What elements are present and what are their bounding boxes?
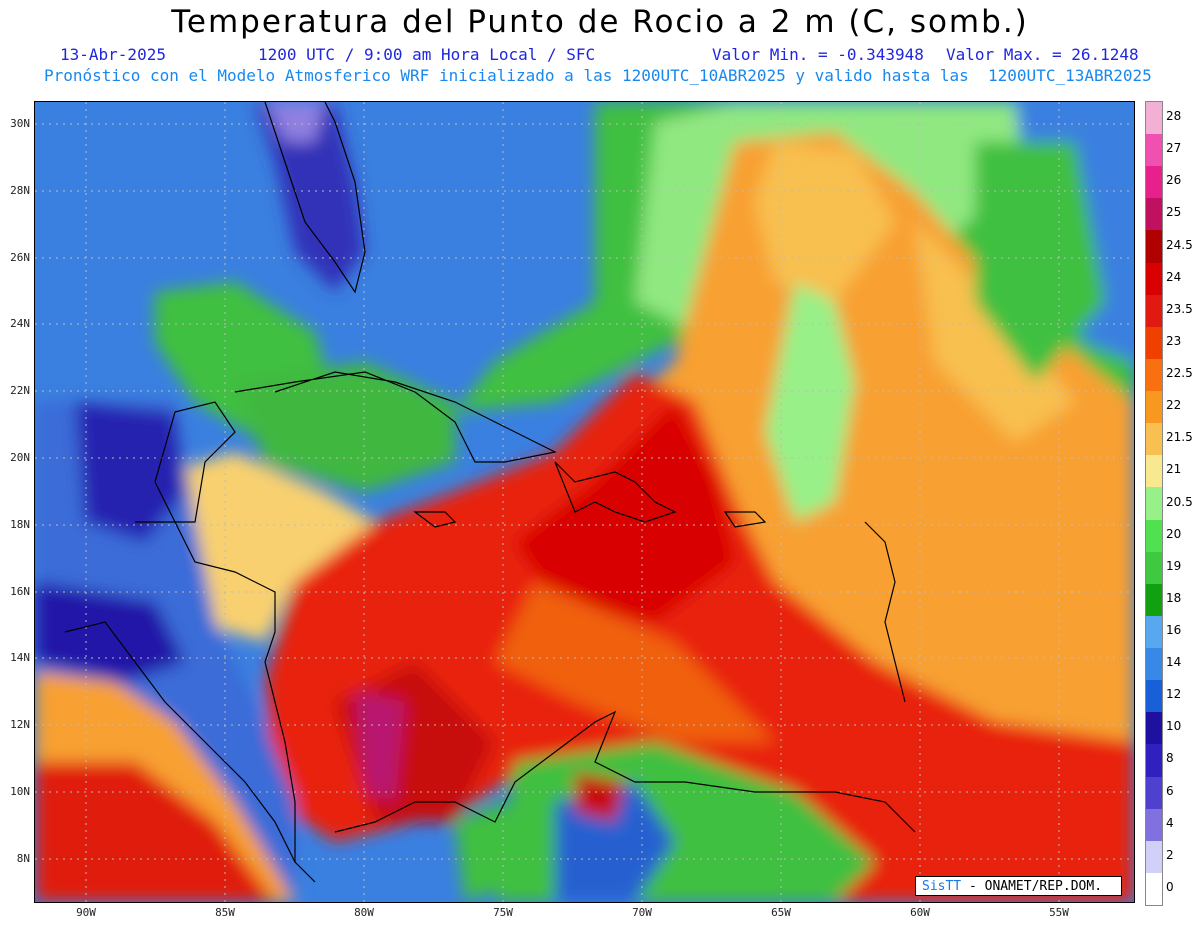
lat-label: 26N	[10, 251, 30, 264]
colorbar-label: 26	[1166, 173, 1182, 188]
colorbar-segment	[1146, 230, 1162, 264]
max-value: Valor Max. = 26.1248	[946, 45, 1139, 64]
colorbar-segment	[1146, 358, 1162, 392]
time-info: 1200 UTC / 9:00 am Hora Local / SFC	[258, 45, 596, 64]
dewpoint-map	[34, 101, 1135, 903]
colorbar-segment	[1146, 808, 1162, 842]
colorbar-label: 16	[1166, 622, 1182, 637]
colorbar-label: 8	[1166, 751, 1174, 766]
colorbar-label: 6	[1166, 783, 1174, 798]
colorbar-segment	[1146, 551, 1162, 585]
colorbar-label: 14	[1166, 655, 1182, 670]
lat-label: 14N	[10, 651, 30, 664]
lon-label: 90W	[76, 906, 96, 919]
colorbar-segment	[1146, 423, 1162, 456]
colorbar-label: 10	[1166, 719, 1182, 734]
lat-label: 30N	[10, 117, 30, 130]
lon-label: 70W	[632, 906, 652, 919]
dewpoint-field	[35, 102, 1134, 902]
lat-label: 22N	[10, 384, 30, 397]
colorbar-label: 21.5	[1166, 430, 1193, 445]
lat-label: 16N	[10, 585, 30, 598]
colorbar-segment	[1146, 519, 1162, 553]
colorbar-label: 24	[1166, 269, 1182, 284]
credit-org: - ONAMET/REP.DOM.	[961, 879, 1103, 894]
colorbar-segment	[1146, 391, 1162, 424]
colorbar-segment	[1146, 294, 1162, 328]
lat-label: 18N	[10, 518, 30, 531]
colorbar-label: 21	[1166, 462, 1182, 477]
colorbar-label: 23	[1166, 333, 1182, 348]
colorbar-segment	[1146, 744, 1162, 777]
forecast-date: 13-Abr-2025	[60, 45, 166, 64]
lon-label: 85W	[215, 906, 235, 919]
colorbar-segment	[1146, 102, 1162, 135]
colorbar-segment	[1146, 615, 1162, 649]
colorbar-segment	[1146, 840, 1162, 874]
colorbar-segment	[1146, 166, 1162, 199]
colorbar-label: 22	[1166, 398, 1182, 413]
colorbar-label: 20	[1166, 526, 1182, 541]
lon-label: 80W	[354, 906, 374, 919]
colorbar-segment	[1146, 648, 1162, 681]
colorbar-label: 12	[1166, 687, 1182, 702]
lat-label: 8N	[16, 852, 30, 865]
lon-label: 55W	[1049, 906, 1069, 919]
colorbar-segment	[1146, 583, 1162, 617]
lat-label: 12N	[10, 718, 30, 731]
lat-label: 24N	[10, 317, 30, 330]
model-info: Pronóstico con el Modelo Atmosferico WRF…	[44, 66, 1152, 85]
min-value: Valor Min. = -0.343948	[712, 45, 924, 64]
colorbar-label: 18	[1166, 590, 1182, 605]
colorbar-label: 23.5	[1166, 301, 1193, 316]
colorbar-segment	[1146, 455, 1162, 488]
lat-label: 20N	[10, 451, 30, 464]
colorbar-label: 24.5	[1166, 237, 1193, 252]
coastlines	[64, 102, 916, 883]
colorbar-segment	[1146, 326, 1162, 360]
colorbar-segment	[1146, 487, 1162, 521]
colorbar-label: 2	[1166, 847, 1174, 862]
colorbar-label: 4	[1166, 815, 1174, 830]
colorbar-segment	[1146, 872, 1162, 906]
colorbar-label: 28	[1166, 109, 1182, 124]
credit-box: SisTT - ONAMET/REP.DOM.	[915, 876, 1122, 896]
lon-label: 65W	[771, 906, 791, 919]
map-title: Temperatura del Punto de Rocio a 2 m (C,…	[171, 4, 1029, 40]
lat-label: 10N	[10, 785, 30, 798]
colorbar-segment	[1146, 776, 1162, 810]
sistt-logo: SisTT	[922, 879, 962, 894]
lat-label: 28N	[10, 184, 30, 197]
colorbar	[1145, 101, 1163, 906]
lon-label: 60W	[910, 906, 930, 919]
colorbar-label: 19	[1166, 558, 1182, 573]
colorbar-segment	[1146, 134, 1162, 167]
colorbar-segment	[1146, 712, 1162, 745]
colorbar-label: 0	[1166, 879, 1174, 894]
colorbar-segment	[1146, 198, 1162, 231]
colorbar-segment	[1146, 262, 1162, 296]
colorbar-segment	[1146, 680, 1162, 713]
colorbar-label: 27	[1166, 141, 1182, 156]
graticule	[35, 102, 1134, 902]
colorbar-label: 20.5	[1166, 494, 1193, 509]
colorbar-label: 22.5	[1166, 366, 1193, 381]
colorbar-label: 25	[1166, 205, 1182, 220]
lon-label: 75W	[493, 906, 513, 919]
